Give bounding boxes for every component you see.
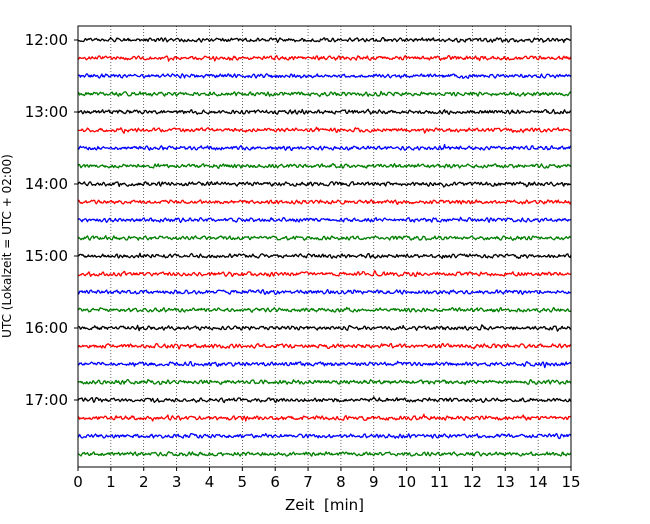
y-tick-label: 14:00 [25, 175, 68, 193]
trace-1545 [77, 306, 572, 313]
x-tick-label: 11 [430, 473, 449, 491]
x-tick-label: 14 [529, 473, 548, 491]
trace-1530 [77, 288, 572, 296]
x-tick-label: 12 [463, 473, 482, 491]
trace-1200 [77, 36, 572, 44]
x-axis-label: Zeit [min] [285, 496, 364, 514]
trace-1600 [77, 324, 572, 332]
y-tick-label: 12:00 [25, 31, 68, 49]
x-tick-label: 2 [139, 473, 149, 491]
trace-1515 [77, 270, 572, 278]
x-tick-label: 0 [73, 473, 83, 491]
trace-1730 [77, 432, 572, 440]
trace-1230 [77, 73, 572, 79]
trace-1500 [77, 252, 572, 260]
x-tick-label: 1 [106, 473, 116, 491]
y-tick-label: 17:00 [25, 391, 68, 409]
x-tick-label: 13 [496, 473, 515, 491]
x-tick-label: 10 [397, 473, 416, 491]
y-axis: 12:00 13:00 14:00 15:00 16:00 17:00 [25, 31, 78, 409]
trace-1245 [78, 90, 572, 98]
trace-1700 [77, 396, 572, 404]
y-axis-label: UTC (Lokalzeit = UTC + 02:00) [0, 154, 14, 338]
trace-1345 [77, 163, 572, 169]
trace-1630 [77, 360, 572, 369]
x-axis: 0 1 2 3 4 5 6 7 8 9 10 11 12 13 14 15 [73, 467, 581, 491]
trace-1215 [77, 54, 572, 62]
trace-area [77, 36, 572, 457]
trace-1745 [77, 451, 572, 457]
trace-1715 [77, 413, 571, 422]
x-tick-label: 7 [303, 473, 313, 491]
x-tick-label: 9 [369, 473, 379, 491]
plot-frame [77, 25, 572, 468]
x-tick-label: 15 [561, 473, 580, 491]
trace-1645 [77, 378, 572, 386]
x-tick-label: 4 [205, 473, 215, 491]
trace-1300 [77, 108, 572, 115]
x-tick-label: 3 [172, 473, 182, 491]
x-tick-label: 6 [270, 473, 280, 491]
trace-1615 [77, 342, 572, 350]
y-tick-label: 16:00 [25, 319, 68, 337]
trace-1315 [77, 126, 572, 134]
trace-1430 [77, 216, 572, 224]
trace-1445 [77, 235, 572, 241]
x-tick-label: 8 [336, 473, 346, 491]
trace-1330 [77, 143, 572, 152]
y-tick-label: 15:00 [25, 247, 68, 265]
trace-1400 [77, 181, 572, 188]
x-tick-label: 5 [238, 473, 248, 491]
trace-1415 [77, 199, 572, 205]
y-tick-label: 13:00 [25, 103, 68, 121]
